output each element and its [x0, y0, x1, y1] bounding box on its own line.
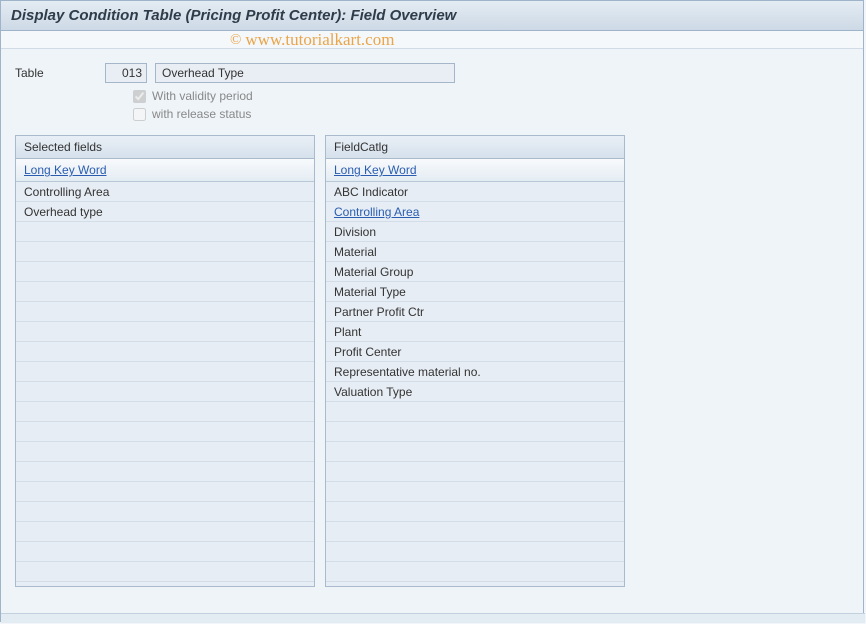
list-item	[16, 382, 314, 402]
list-item	[326, 422, 624, 442]
table-name-input[interactable]	[155, 63, 455, 83]
list-item	[16, 462, 314, 482]
list-item[interactable]: Controlling Area	[16, 182, 314, 202]
list-item	[16, 402, 314, 422]
release-row: with release status	[133, 107, 849, 121]
validity-label: With validity period	[152, 89, 253, 103]
list-item	[16, 562, 314, 582]
list-item	[16, 502, 314, 522]
validity-row: With validity period	[133, 89, 849, 103]
list-item	[16, 542, 314, 562]
list-item	[326, 442, 624, 462]
list-item	[326, 462, 624, 482]
table-row: Table	[15, 63, 849, 83]
list-item[interactable]: Material Type	[326, 282, 624, 302]
list-item	[16, 522, 314, 542]
list-item	[326, 402, 624, 422]
list-item	[16, 422, 314, 442]
toolbar-strip	[1, 31, 863, 49]
list-item[interactable]: Controlling Area	[326, 202, 624, 222]
list-item[interactable]: ABC Indicator	[326, 182, 624, 202]
validity-checkbox	[133, 90, 146, 103]
list-item[interactable]: Profit Center	[326, 342, 624, 362]
list-item	[326, 562, 624, 582]
selected-fields-header: Selected fields	[16, 136, 314, 159]
release-label: with release status	[152, 107, 251, 121]
list-item[interactable]: Division	[326, 222, 624, 242]
list-item	[326, 502, 624, 522]
list-item	[16, 222, 314, 242]
list-item[interactable]: Material	[326, 242, 624, 262]
field-catalog-list: ABC IndicatorControlling AreaDivisionMat…	[326, 182, 624, 586]
list-item	[16, 442, 314, 462]
list-item	[16, 482, 314, 502]
selected-fields-list: Controlling AreaOverhead type	[16, 182, 314, 586]
list-item[interactable]: Partner Profit Ctr	[326, 302, 624, 322]
list-item[interactable]: Material Group	[326, 262, 624, 282]
selected-fields-col-header[interactable]: Long Key Word	[16, 159, 314, 182]
selected-fields-panel: Selected fields Long Key Word Controllin…	[15, 135, 315, 587]
list-item	[16, 322, 314, 342]
panels-container: Selected fields Long Key Word Controllin…	[1, 135, 863, 601]
table-label: Table	[15, 66, 105, 80]
field-catalog-panel: FieldCatlg Long Key Word ABC IndicatorCo…	[325, 135, 625, 587]
list-item[interactable]: Representative material no.	[326, 362, 624, 382]
field-catalog-col-header[interactable]: Long Key Word	[326, 159, 624, 182]
list-item	[16, 362, 314, 382]
list-item	[16, 342, 314, 362]
list-item[interactable]: Valuation Type	[326, 382, 624, 402]
table-number-input[interactable]	[105, 63, 147, 83]
list-item[interactable]: Overhead type	[16, 202, 314, 222]
list-item	[326, 542, 624, 562]
list-item	[326, 522, 624, 542]
form-area: Table With validity period with release …	[1, 49, 863, 135]
bottom-bar	[1, 613, 865, 623]
list-item	[16, 302, 314, 322]
field-catalog-header: FieldCatlg	[326, 136, 624, 159]
list-item	[326, 482, 624, 502]
list-item	[16, 282, 314, 302]
release-checkbox	[133, 108, 146, 121]
list-item	[16, 262, 314, 282]
list-item	[16, 242, 314, 262]
window-title: Display Condition Table (Pricing Profit …	[1, 1, 863, 31]
list-item[interactable]: Plant	[326, 322, 624, 342]
app-window: Display Condition Table (Pricing Profit …	[0, 0, 864, 622]
